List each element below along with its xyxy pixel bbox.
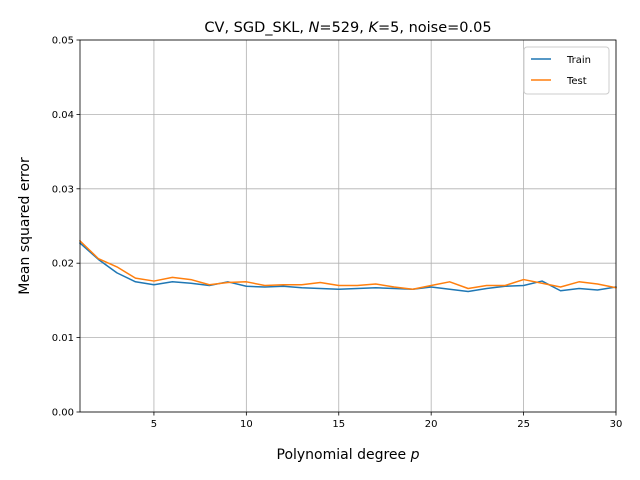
y-tick-label: 0.03 [52,184,74,195]
x-axis: 5 10 15 20 25 30 [151,412,623,430]
legend: Train Test [523,46,610,95]
x-axis-label: Polynomial degree p [277,447,420,463]
y-tick-label: 0.05 [52,36,74,47]
series-line-test [78,239,617,290]
plot-area [80,40,616,412]
x-tick-label: 15 [332,419,345,430]
x-tick-label: 5 [151,419,157,430]
plot-frame [79,39,617,413]
legend-label-train: Train [566,55,591,66]
x-tick-label: 10 [240,419,253,430]
grid [80,39,617,413]
series-line-train [78,242,617,293]
y-axis: 0.00 0.01 0.02 0.03 0.04 0.05 [52,36,80,419]
x-tick-label: 20 [425,419,438,430]
y-tick-label: 0.04 [52,110,74,121]
x-tick-label: 25 [517,419,530,430]
legend-label-test: Test [566,76,587,87]
y-tick-label: 0.00 [52,408,74,419]
chart-title: CV, SGD_SKL, N=529, K=5, noise=0.05 [204,20,491,36]
y-tick-label: 0.02 [52,259,74,270]
y-tick-label: 0.01 [52,333,74,344]
y-axis-label: Mean squared error [17,157,33,295]
x-tick-label: 30 [610,419,623,430]
series-layer [78,239,617,293]
